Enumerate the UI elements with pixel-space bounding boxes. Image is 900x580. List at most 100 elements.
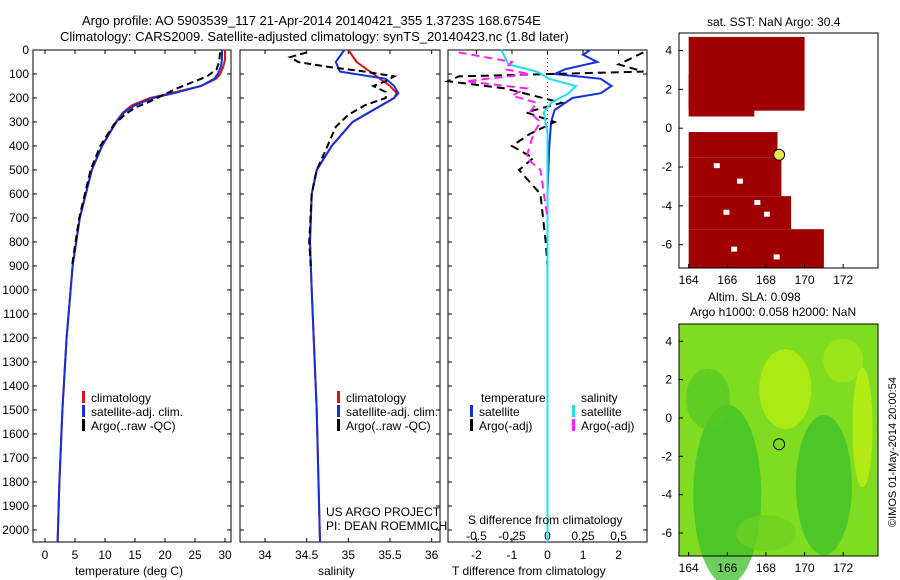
depth-tick-label: 1300 [2, 355, 29, 369]
sst-gap [764, 211, 771, 217]
map-x-tick-label: 166 [717, 561, 737, 575]
series-line-difference-0 [546, 49, 614, 542]
series-line-salinity-2 [287, 51, 398, 267]
header-line-2: Climatology: CARS2009. Satellite-adjuste… [60, 29, 569, 44]
sst-map [678, 32, 879, 269]
depth-tick-label: 1400 [2, 379, 29, 393]
sst-gap [713, 163, 720, 169]
sst-map-frame [678, 32, 879, 269]
sst-gap [754, 200, 761, 206]
x-tick-label: -2 [471, 548, 482, 562]
depth-tick-label: 400 [9, 139, 29, 153]
diff-legend-header-sal: salinity [581, 391, 618, 405]
x-tick-label: 2 [615, 548, 622, 562]
depth-tick-label: 600 [9, 187, 29, 201]
x-tick-label: 36 [425, 548, 439, 562]
s-diff-tick-label: 0.5 [610, 529, 627, 543]
map-x-tick-label: 168 [756, 273, 776, 287]
sst-gap [723, 209, 730, 215]
depth-tick-label: 500 [9, 163, 29, 177]
legend-label: Argo(-adj) [581, 419, 635, 433]
depth-tick-label: 1900 [2, 499, 29, 513]
legend-label: satellite [479, 405, 520, 419]
sst-gap [731, 246, 738, 252]
map-x-tick-label: 170 [795, 273, 815, 287]
sla-anomaly [852, 367, 873, 488]
legend-label: climatology [346, 391, 407, 405]
map-x-tick-label: 166 [717, 273, 737, 287]
imos-credit: ©IMOS 01-May-2014 20:00:54 [887, 377, 899, 527]
depth-tick-label: 1700 [2, 451, 29, 465]
x-tick-label: 35.5 [378, 548, 402, 562]
diff-legend-temp-argo: Argo(-adj) [470, 419, 532, 433]
diff-xlabel-top: S difference from climatology [468, 513, 623, 527]
legend-swatch-black [82, 419, 85, 431]
legend-swatch-cyan [572, 405, 575, 417]
sla-map-title-1: Altim. SLA: 0.098 [708, 290, 801, 304]
depth-tick-label: 2000 [2, 523, 29, 537]
sst-gap [773, 254, 780, 260]
x-tick-label: 34.5 [295, 548, 319, 562]
diff-legend-temp-sat: satellite [470, 405, 520, 419]
map-x-tick-label: 164 [679, 273, 699, 287]
series-line-salinity-1 [308, 49, 400, 543]
sst-region [688, 229, 824, 268]
salinity-xlabel: salinity [318, 564, 355, 578]
legend-label: climatology [91, 391, 152, 405]
s-diff-tick-label: -0.25 [498, 529, 526, 543]
sst-gap [736, 178, 743, 184]
sst-map-title: sat. SST: NaN Argo: 30.4 [707, 15, 841, 29]
x-tick-label: 10 [98, 548, 112, 562]
map-y-tick-label: 2 [665, 373, 672, 387]
diff-legend-sal-sat: satellite [572, 405, 622, 419]
map-y-tick-label: -4 [661, 488, 672, 502]
series-line-salinity-0 [308, 49, 398, 543]
legend-swatch-blue [82, 405, 85, 417]
map-y-tick-label: -2 [661, 160, 672, 174]
sst-region [688, 99, 755, 117]
sla-anomaly [795, 415, 852, 556]
temp-legend-argo: Argo(..raw -QC) [82, 419, 176, 433]
sla-map [678, 323, 879, 580]
legend-swatch-blue [337, 405, 340, 417]
x-tick-label: 30 [218, 548, 232, 562]
map-x-tick-label: 168 [756, 561, 776, 575]
x-tick-label: 15 [128, 548, 142, 562]
map-y-tick-label: -6 [661, 238, 672, 252]
map-x-tick-label: 172 [833, 273, 853, 287]
x-tick-label: 5 [72, 548, 79, 562]
x-tick-label: 25 [188, 548, 202, 562]
sla-anomaly [759, 349, 812, 430]
legend-swatch-black [337, 419, 340, 431]
legend-swatch-black [470, 419, 473, 431]
map-y-tick-label: -2 [661, 449, 672, 463]
x-tick-label: 0 [42, 548, 49, 562]
sla-anomaly [823, 338, 864, 383]
x-tick-label: -1 [507, 548, 518, 562]
depth-tick-label: 1100 [3, 307, 29, 321]
legend-swatch-red [82, 391, 85, 403]
legend-label: satellite-adj. clim. [346, 405, 439, 419]
header-line-1: Argo profile: AO 5903539_117 21-Apr-2014… [82, 13, 541, 28]
sla-anomaly [685, 368, 730, 429]
series-line-temperature-2 [71, 52, 222, 267]
series-line-temperature-1 [56, 50, 223, 543]
depth-tick-label: 1800 [2, 475, 29, 489]
diff-xlabel-bottom: T difference from climatology [452, 564, 606, 578]
depth-tick-label: 100 [9, 67, 29, 81]
depth-tick-label: 0 [22, 43, 29, 57]
sst-region [688, 132, 778, 158]
depth-tick-label: 1600 [2, 427, 29, 441]
s-diff-tick-label: -0.5 [466, 529, 487, 543]
legend-swatch-magenta [572, 419, 575, 431]
argo-position-marker [773, 148, 786, 161]
sla-anomaly [735, 514, 796, 551]
sla-map-title-2: Argo h1000: 0.058 h2000: NaN [690, 305, 857, 319]
plot-frame-salinity [239, 49, 441, 543]
x-tick-label: 34 [258, 548, 272, 562]
temp-legend-sat: satellite-adj. clim. [82, 405, 183, 419]
map-y-tick-label: 0 [665, 411, 672, 425]
map-y-tick-label: -6 [661, 526, 672, 540]
depth-tick-label: 900 [9, 259, 29, 273]
legend-label: Argo(..raw -QC) [91, 419, 176, 433]
